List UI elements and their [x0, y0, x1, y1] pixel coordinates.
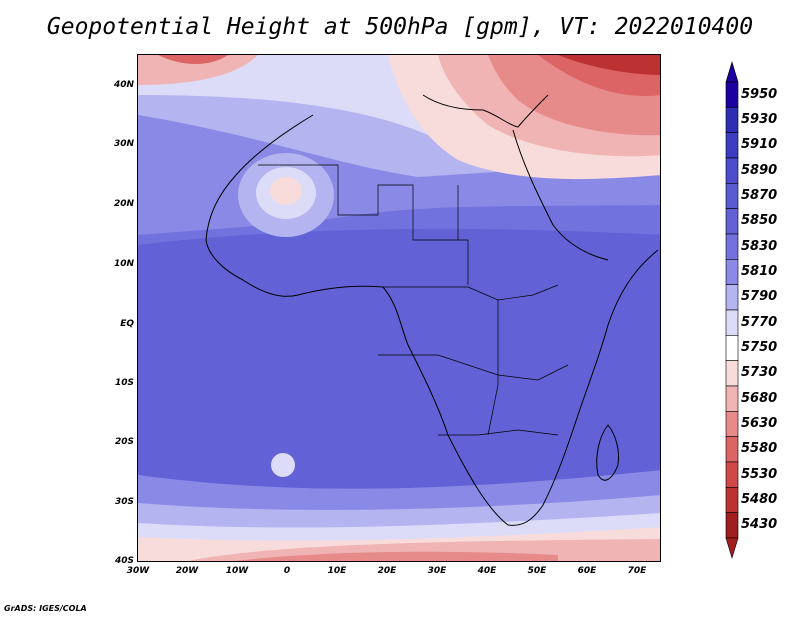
map-title: Geopotential Height at 500hPa [gpm], VT:… [46, 14, 754, 40]
field-cell-5750-wafrica [270, 177, 302, 205]
field-cell-5770-south-atlantic [271, 453, 295, 477]
geopotential-field [138, 55, 660, 561]
lat-label: 40N [113, 80, 134, 90]
lat-label: 30S [114, 497, 134, 507]
colorbar-swatch [725, 157, 739, 184]
colorbar-level-label: 5950 [741, 86, 778, 102]
colorbar-level-label: 5850 [741, 213, 778, 229]
mediterranean-coast [422, 94, 549, 128]
colorbar-level-label: 5480 [741, 492, 778, 507]
lon-label: 30E [427, 566, 447, 576]
colorbar-swatch [725, 360, 739, 387]
colorbar-top-arrow [725, 60, 739, 83]
credit-text: GrADS: IGES/COLA [4, 604, 87, 613]
colorbar-level-label: 5890 [741, 162, 778, 178]
lon-label: 60E [577, 566, 597, 576]
border-north-africa [258, 164, 469, 285]
colorbar-swatch [725, 335, 739, 361]
lat-label: 40S [114, 556, 134, 566]
colorbar-swatch [725, 107, 739, 133]
africa-coastline [205, 114, 659, 526]
colorbar-swatch [725, 259, 739, 285]
colorbar-swatch [725, 461, 739, 488]
lon-label: 50E [527, 566, 547, 576]
lat-label: EQ [120, 319, 134, 329]
colorbar-swatch [725, 385, 739, 412]
lon-label: 30W [126, 566, 150, 576]
colorbar-level-label: 5630 [741, 416, 778, 431]
colorbar-level-label: 5530 [741, 466, 778, 482]
colorbar-level-label: 5770 [741, 314, 778, 330]
colorbar-level-label: 5430 [741, 517, 778, 533]
colorbar-level-label: 5930 [741, 112, 778, 127]
border-south [438, 429, 559, 436]
field-band-5680-nw [138, 55, 258, 85]
colorbar-swatch [725, 284, 739, 311]
lon-label: 10E [327, 566, 347, 576]
colorbar [725, 60, 739, 560]
border-sahel [383, 284, 559, 301]
colorbar-level-label: 5730 [741, 365, 778, 381]
colorbar-level-label: 5870 [741, 188, 778, 203]
colorbar-level-label: 5750 [741, 340, 778, 355]
field-band-5580-nw [158, 55, 228, 65]
colorbar-swatches [725, 60, 739, 560]
field-band-5480-ne [558, 55, 660, 75]
lon-label: 20E [377, 566, 397, 576]
colorbar-level-label: 5580 [741, 441, 778, 457]
red-sea-coast [512, 129, 609, 261]
lat-label: 20S [114, 437, 134, 447]
colorbar-swatch [725, 487, 739, 513]
colorbar-swatch [725, 183, 739, 209]
lat-label: 10S [114, 378, 134, 388]
colorbar-bottom-arrow [725, 537, 739, 560]
colorbar-swatch [725, 411, 739, 437]
colorbar-level-label: 5910 [741, 137, 778, 153]
lon-label: 70E [627, 566, 647, 576]
lon-label: 10W [225, 566, 249, 576]
lat-label: 30N [113, 139, 134, 149]
colorbar-swatch [725, 512, 739, 539]
coastlines [205, 94, 659, 526]
colorbar-swatch [725, 208, 739, 235]
field-band-5850 [138, 228, 660, 496]
map-plot-area[interactable] [137, 54, 661, 562]
colorbar-swatch [725, 233, 739, 260]
lon-label: 40E [477, 566, 497, 576]
colorbar-level-label: 5680 [741, 390, 778, 406]
lon-label: 20W [175, 566, 199, 576]
colorbar-swatch [725, 132, 739, 159]
lat-label: 20N [113, 199, 134, 209]
colorbar-swatch [725, 81, 739, 108]
colorbar-swatch [725, 309, 739, 336]
madagascar-coast [596, 424, 619, 481]
country-borders [258, 164, 569, 436]
colorbar-level-label: 5830 [741, 238, 778, 254]
lon-label: 0 [283, 566, 291, 576]
colorbar-level-label: 5790 [741, 289, 778, 305]
field-band-5630-south [234, 551, 558, 561]
border-east [487, 300, 499, 436]
lat-label: 10N [113, 259, 134, 269]
colorbar-swatch [725, 436, 739, 463]
colorbar-level-label: 5810 [741, 264, 778, 279]
border-central [378, 354, 569, 381]
